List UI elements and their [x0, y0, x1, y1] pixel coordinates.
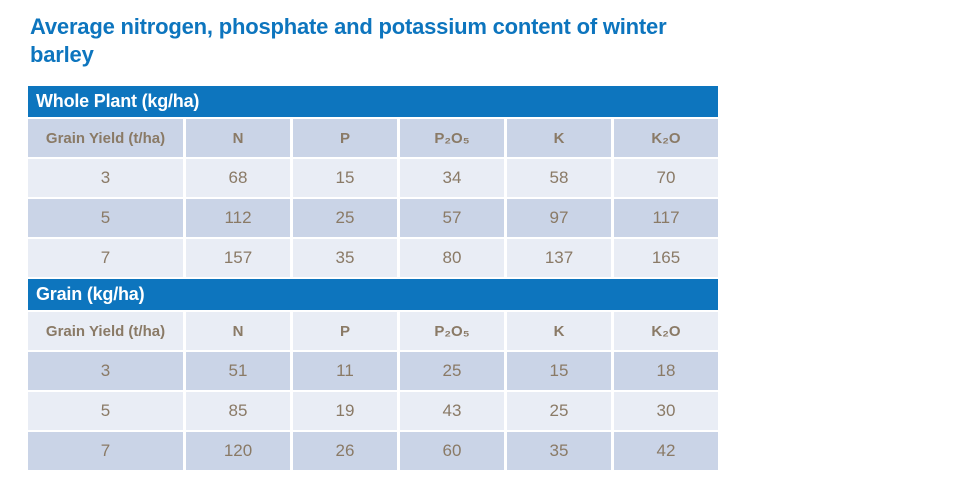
column-header: P₂O₅	[400, 312, 504, 350]
data-cell: 3	[28, 352, 183, 390]
data-cell: 43	[400, 392, 504, 430]
data-cell: 7	[28, 432, 183, 470]
column-header: K₂O	[614, 312, 718, 350]
table-grain: Grain (kg/ha) Grain Yield (t/ha) N P P₂O…	[28, 279, 718, 470]
table-row: 5 112 25 57 97 117	[28, 199, 718, 237]
data-cell: 25	[400, 352, 504, 390]
data-cell: 3	[28, 159, 183, 197]
data-cell: 57	[400, 199, 504, 237]
header-row: Grain Yield (t/ha) N P P₂O₅ K K₂O	[28, 119, 718, 157]
column-header: P₂O₅	[400, 119, 504, 157]
data-cell: 137	[507, 239, 611, 277]
data-cell: 58	[507, 159, 611, 197]
column-header: K	[507, 312, 611, 350]
column-header: P	[293, 119, 397, 157]
table-title-band: Whole Plant (kg/ha)	[28, 86, 718, 117]
data-cell: 11	[293, 352, 397, 390]
table-row: 3 68 15 34 58 70	[28, 159, 718, 197]
table-row: 3 51 11 25 15 18	[28, 352, 718, 390]
data-cell: 112	[186, 199, 290, 237]
data-cell: 68	[186, 159, 290, 197]
column-header: Grain Yield (t/ha)	[28, 312, 183, 350]
data-cell: 34	[400, 159, 504, 197]
table-title-band: Grain (kg/ha)	[28, 279, 718, 310]
header-row: Grain Yield (t/ha) N P P₂O₅ K K₂O	[28, 312, 718, 350]
data-cell: 30	[614, 392, 718, 430]
data-cell: 15	[293, 159, 397, 197]
table-row: 5 85 19 43 25 30	[28, 392, 718, 430]
data-cell: 42	[614, 432, 718, 470]
data-cell: 157	[186, 239, 290, 277]
data-cell: 165	[614, 239, 718, 277]
tables-container: Whole Plant (kg/ha) Grain Yield (t/ha) N…	[28, 86, 718, 472]
data-cell: 80	[400, 239, 504, 277]
data-cell: 25	[507, 392, 611, 430]
data-cell: 120	[186, 432, 290, 470]
data-cell: 85	[186, 392, 290, 430]
table-whole-plant: Whole Plant (kg/ha) Grain Yield (t/ha) N…	[28, 86, 718, 277]
data-cell: 5	[28, 199, 183, 237]
data-cell: 97	[507, 199, 611, 237]
column-header: Grain Yield (t/ha)	[28, 119, 183, 157]
data-cell: 117	[614, 199, 718, 237]
column-header: N	[186, 312, 290, 350]
data-cell: 5	[28, 392, 183, 430]
table-row: 7 157 35 80 137 165	[28, 239, 718, 277]
data-cell: 26	[293, 432, 397, 470]
table-row: 7 120 26 60 35 42	[28, 432, 718, 470]
data-cell: 7	[28, 239, 183, 277]
page-title: Average nitrogen, phosphate and potassiu…	[30, 14, 667, 67]
column-header: K	[507, 119, 611, 157]
data-cell: 35	[293, 239, 397, 277]
data-cell: 25	[293, 199, 397, 237]
data-cell: 15	[507, 352, 611, 390]
column-header: P	[293, 312, 397, 350]
column-header: K₂O	[614, 119, 718, 157]
data-cell: 19	[293, 392, 397, 430]
column-header: N	[186, 119, 290, 157]
data-cell: 18	[614, 352, 718, 390]
data-cell: 70	[614, 159, 718, 197]
data-cell: 60	[400, 432, 504, 470]
data-cell: 51	[186, 352, 290, 390]
data-cell: 35	[507, 432, 611, 470]
